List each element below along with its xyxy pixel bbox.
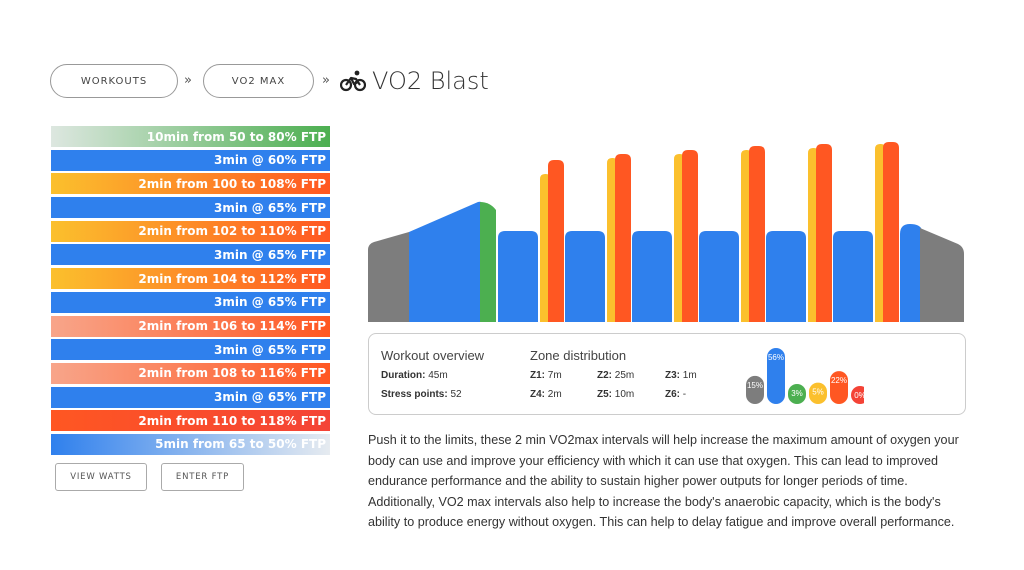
zone-bar-label: 3% [791, 389, 803, 398]
zone-bar [788, 383, 806, 404]
breadcrumb-separator: » [322, 73, 330, 88]
workout-overview-panel: Workout overview Duration: 45m Stress po… [368, 333, 966, 415]
z1-value: 7m [547, 370, 562, 381]
zone-bar [746, 375, 764, 404]
interval-step[interactable]: 5min from 65 to 50% FTP [51, 433, 330, 455]
zone-bar [809, 382, 827, 404]
z3-label: Z3: [665, 370, 680, 381]
recovery-segment [833, 231, 873, 322]
cyclist-icon [340, 70, 366, 92]
interval-step[interactable]: 10min from 50 to 80% FTP [51, 126, 330, 147]
recovery-segment [699, 231, 739, 322]
workouts-button[interactable]: WORKOUTS [50, 64, 178, 98]
z4-label: Z4: [530, 389, 545, 400]
page-title: VO2 Blast [340, 64, 489, 98]
interval-step-list: 10min from 50 to 80% FTP 3min @ 60% FTP 2m… [51, 126, 330, 458]
interval-step[interactable]: 2min from 102 to 110% FTP [51, 220, 330, 242]
duration-value: 45m [428, 370, 448, 381]
interval-step[interactable]: 2min from 104 to 112% FTP [51, 268, 330, 290]
vo2-interval-orange [816, 144, 832, 322]
zone-z2: Z2: 25m [597, 370, 634, 381]
zone-bar-label: 5% [812, 388, 824, 397]
interval-step[interactable]: 3min @ 65% FTP [51, 291, 330, 313]
z1-label: Z1: [530, 370, 545, 381]
z6-value: - [682, 389, 687, 400]
zone-bar [830, 371, 848, 404]
zone-z3: Z3: 1m [665, 370, 697, 381]
zone-bar [851, 386, 864, 404]
recovery-segment [498, 231, 538, 322]
stress-label: Stress points: [381, 389, 448, 400]
warmup-gray-segment [368, 232, 409, 322]
z3-value: 1m [682, 370, 697, 381]
workout-profile-chart [368, 142, 964, 322]
zone-z1: Z1: 7m [530, 370, 562, 381]
vo2max-button[interactable]: VO2 MAX [203, 64, 314, 98]
z2-label: Z2: [597, 370, 612, 381]
duration-stat: Duration: 45m [381, 370, 448, 381]
workout-title: VO2 Blast [372, 67, 489, 95]
overview-heading: Workout overview [381, 348, 485, 363]
warmup-green-segment [480, 202, 496, 322]
recovery-segment [766, 231, 806, 322]
zone-z4: Z4: 2m [530, 389, 562, 400]
zone-bar-label: 0% [854, 391, 864, 400]
stress-value: 52 [450, 389, 462, 400]
interval-step[interactable]: 2min from 100 to 108% FTP [51, 173, 330, 195]
interval-step[interactable]: 2min from 106 to 114% FTP [51, 315, 330, 337]
breadcrumb-separator: » [184, 73, 192, 88]
zone-z6: Z6: - [665, 389, 686, 400]
zone-z5: Z5: 10m [597, 389, 634, 400]
z5-label: Z5: [597, 389, 612, 400]
zone-distribution-chart: 15% 56% 3% 5% 22% 0% [746, 348, 864, 404]
vo2-interval-orange [749, 146, 765, 322]
interval-step[interactable]: 3min @ 60% FTP [51, 149, 330, 171]
z5-value: 10m [614, 389, 635, 400]
interval-step[interactable]: 3min @ 65% FTP [51, 197, 330, 219]
cooldown-gray-segment [920, 228, 964, 322]
zone-bar-label: 22% [831, 376, 847, 385]
cooldown-blue-segment [900, 224, 922, 322]
zone-bar-label: 15% [747, 381, 763, 390]
recovery-segment [632, 231, 672, 322]
interval-step[interactable]: 3min @ 65% FTP [51, 244, 330, 266]
duration-label: Duration: [381, 370, 426, 381]
z2-value: 25m [614, 370, 635, 381]
stress-stat: Stress points: 52 [381, 389, 462, 400]
interval-step[interactable]: 3min @ 65% FTP [51, 339, 330, 361]
vo2-interval-orange [615, 154, 631, 322]
zone-bar [767, 348, 785, 404]
enter-ftp-button[interactable]: ENTER FTP [161, 463, 244, 491]
z4-value: 2m [547, 389, 562, 400]
view-watts-button[interactable]: VIEW WATTS [55, 463, 147, 491]
zone-distribution-heading: Zone distribution [530, 348, 627, 363]
vo2-interval-orange [883, 142, 899, 322]
warmup-blue-segment [409, 201, 482, 322]
interval-step[interactable]: 2min from 110 to 118% FTP [51, 410, 330, 432]
zone-bar-label: 56% [768, 353, 784, 362]
z6-label: Z6: [665, 389, 680, 400]
recovery-segment [565, 231, 605, 322]
workout-description: Push it to the limits, these 2 min VO2ma… [368, 433, 959, 530]
interval-step[interactable]: 3min @ 65% FTP [51, 386, 330, 408]
vo2-interval-orange [682, 150, 698, 322]
interval-step[interactable]: 2min from 108 to 116% FTP [51, 362, 330, 384]
vo2-interval-orange [548, 160, 564, 322]
